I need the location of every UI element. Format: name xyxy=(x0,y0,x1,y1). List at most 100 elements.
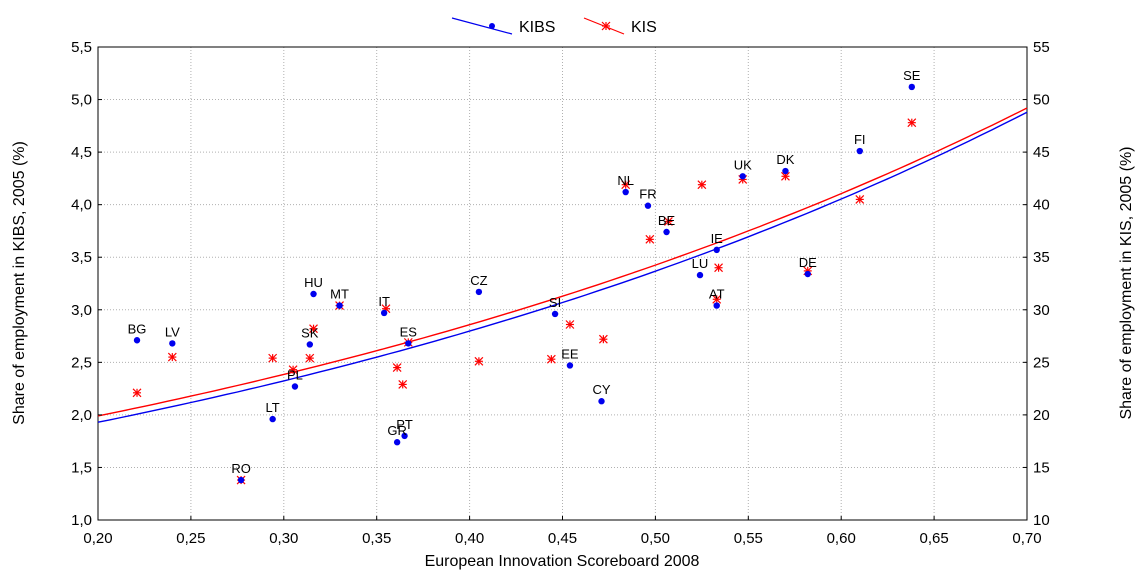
kis-marker xyxy=(907,118,917,128)
fit-line-kibs xyxy=(97,111,1028,423)
point-label: LV xyxy=(165,324,180,339)
point-label: SI xyxy=(549,295,561,310)
y-right-tick-label: 55 xyxy=(1033,39,1050,56)
legend-kibs-line xyxy=(451,17,513,35)
kis-marker-stroke xyxy=(907,118,917,128)
kibs-marker xyxy=(804,270,811,278)
kibs-marker xyxy=(598,398,605,405)
kis-marker xyxy=(714,263,723,273)
y-right-tick-label: 20 xyxy=(1033,407,1050,424)
kibs-marker xyxy=(291,383,299,390)
y-right-tick-label: 50 xyxy=(1033,92,1050,109)
point-label: LU xyxy=(692,256,709,271)
y-left-tick-label: 4,5 xyxy=(71,144,92,161)
kibs-marker xyxy=(622,188,629,196)
legend-kis-marker xyxy=(601,21,611,31)
kibs-marker xyxy=(405,340,412,347)
point-label: IT xyxy=(378,294,390,309)
kibs-marker xyxy=(551,310,559,318)
point-label: MT xyxy=(330,287,349,302)
point-label: NL xyxy=(617,173,634,188)
kibs-marker xyxy=(713,246,720,254)
kis-marker xyxy=(645,234,655,244)
y-right-axis-title: Share of employment in KIS, 2005 (%) xyxy=(1118,146,1135,419)
y-left-axis-title: Share of employment in KIBS, 2005 (%) xyxy=(11,141,28,425)
point-label: RO xyxy=(231,461,251,476)
kis-marker xyxy=(398,379,408,389)
kibs-marker xyxy=(739,173,746,180)
point-label: SK xyxy=(301,325,319,340)
y-left-tick-label: 5,0 xyxy=(71,92,92,109)
y-right-tick-label: 25 xyxy=(1033,354,1050,371)
kibs-marker xyxy=(713,302,720,309)
y-right-tick-label: 15 xyxy=(1033,459,1050,476)
point-label: EE xyxy=(561,346,579,361)
kis-marker-stroke xyxy=(663,217,673,226)
x-tick-label: 0,60 xyxy=(827,530,856,547)
point-label: GR xyxy=(387,423,407,438)
kibs-marker xyxy=(475,288,483,296)
kis-marker xyxy=(305,353,315,363)
point-label: HU xyxy=(304,275,323,290)
kis-marker-stroke xyxy=(132,388,142,398)
kis-marker xyxy=(565,320,575,329)
kibs-marker xyxy=(380,309,388,317)
kis-marker-stroke xyxy=(565,320,575,329)
kibs-marker xyxy=(393,439,401,446)
kibs-marker xyxy=(237,476,245,484)
point-label: CZ xyxy=(470,273,487,288)
point-label: BG xyxy=(128,321,147,336)
x-tick-label: 0,30 xyxy=(269,530,298,547)
point-label: LT xyxy=(266,400,280,415)
y-right-tick-label: 35 xyxy=(1033,249,1050,266)
x-axis-title: European Innovation Scoreboard 2008 xyxy=(425,553,700,570)
fit-line-kis xyxy=(97,107,1028,417)
kis-marker-stroke xyxy=(309,324,318,334)
kibs-marker xyxy=(644,202,652,209)
point-label: DK xyxy=(776,152,794,167)
point-label: FI xyxy=(854,132,866,147)
point-label: AT xyxy=(709,287,725,302)
point-label: FR xyxy=(639,187,656,202)
kis-marker-stroke xyxy=(305,353,315,363)
legend-kis-asterisk xyxy=(601,21,611,31)
y-left-tick-label: 2,0 xyxy=(71,407,92,424)
x-tick-label: 0,70 xyxy=(1012,530,1041,547)
point-label: BE xyxy=(658,213,676,228)
point-label: CY xyxy=(592,382,610,397)
legend-kis-label: KIS xyxy=(631,19,657,36)
kis-marker-stroke xyxy=(288,365,298,375)
point-label: PT xyxy=(396,417,413,432)
kibs-marker xyxy=(133,337,141,344)
kibs-marker xyxy=(908,83,916,91)
kis-marker-stroke xyxy=(645,234,655,244)
kis-marker-stroke xyxy=(546,354,556,364)
point-label: ES xyxy=(400,324,418,339)
grid xyxy=(98,47,1027,520)
kibs-marker xyxy=(566,362,574,369)
fit-lines xyxy=(97,107,1028,423)
x-tick-label: 0,35 xyxy=(362,530,391,547)
y-right-tick-label: 10 xyxy=(1033,512,1050,529)
kis-marker xyxy=(621,180,631,190)
legend-kibs-marker xyxy=(489,23,495,29)
kibs-marker xyxy=(663,228,670,236)
x-tick-label: 0,20 xyxy=(83,530,112,547)
y-right-tick-label: 30 xyxy=(1033,302,1050,319)
point-label: IE xyxy=(711,231,724,246)
x-tick-label: 0,25 xyxy=(176,530,205,547)
y-left-tick-label: 3,5 xyxy=(71,249,92,266)
point-label: DE xyxy=(799,255,817,270)
kis-marker xyxy=(288,365,298,375)
kis-marker-stroke xyxy=(601,21,611,31)
kibs-marker xyxy=(782,167,789,175)
point-label: SE xyxy=(903,68,921,83)
kis-marker-stroke xyxy=(474,356,484,366)
kis-marker xyxy=(663,217,673,226)
x-tick-label: 0,45 xyxy=(548,530,577,547)
kis-marker xyxy=(712,294,722,304)
x-tick-label: 0,65 xyxy=(919,530,948,547)
markers xyxy=(132,83,917,485)
kis-marker xyxy=(474,356,484,366)
